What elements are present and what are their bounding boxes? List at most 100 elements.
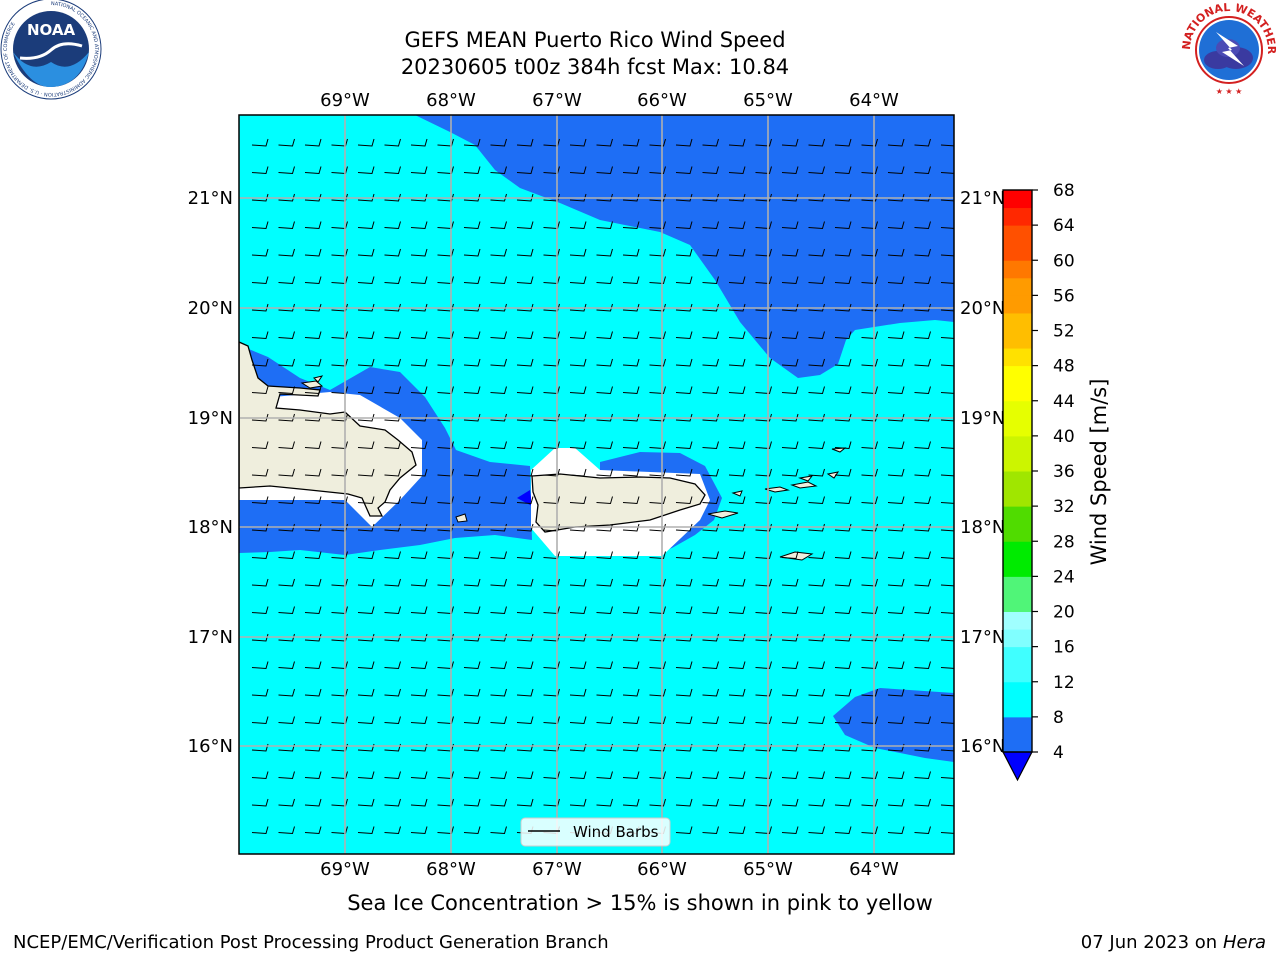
wind-barb: [649, 221, 666, 230]
wind-barb: [861, 193, 878, 202]
wind-barb: [304, 303, 322, 312]
wind-barb: [596, 166, 613, 175]
wind-barb: [914, 716, 931, 725]
wind-barb: [755, 468, 772, 477]
wind-barb: [914, 358, 931, 367]
colorbar-level: [1003, 242, 1032, 261]
wind-barb: [569, 193, 587, 202]
wind-barb: [251, 798, 269, 807]
wind-barb: [569, 276, 587, 285]
wind-barb: [834, 303, 852, 312]
wind-barb: [728, 661, 746, 670]
wind-barb: [914, 248, 931, 257]
wind-barb: [278, 413, 295, 422]
lat-label-left: 18°N: [188, 517, 233, 538]
wind-barb: [384, 496, 401, 505]
wind-barb: [278, 578, 295, 587]
wind-barb: [887, 716, 905, 725]
wind-barb: [251, 386, 269, 395]
wind-barb: [940, 777, 954, 779]
wind-barb: [516, 798, 534, 807]
wind-barb: [808, 248, 825, 257]
wind-barb: [251, 331, 269, 340]
wind-barb: [675, 441, 693, 450]
wind-barb: [357, 386, 375, 395]
wind-barb: [940, 254, 954, 257]
wind-barb: [357, 276, 375, 285]
wind-barb: [463, 578, 481, 587]
colorbar-level: [1003, 629, 1032, 648]
wind-barb: [622, 496, 640, 505]
wind-barb: [834, 688, 852, 697]
wind-barb: [490, 496, 507, 505]
wind-barb: [834, 606, 852, 615]
wind-barb: [914, 496, 931, 505]
wind-barb: [596, 716, 613, 725]
wind-barb: [861, 221, 878, 230]
wind-barb: [410, 386, 428, 395]
colorbar-level: [1003, 664, 1032, 683]
wind-barb: [622, 166, 640, 175]
wind-barb: [516, 248, 534, 257]
wind-barb: [569, 221, 587, 230]
wind-barb: [861, 358, 878, 367]
wind-barb: [357, 166, 375, 175]
wind-barb: [940, 447, 954, 449]
map-legend: Wind Barbs: [520, 817, 671, 847]
wind-barb: [702, 468, 719, 477]
lon-label-bottom: 64°W: [849, 859, 899, 880]
wind-barb: [808, 716, 825, 725]
wind-barb: [861, 606, 878, 615]
wind-barb: [596, 413, 613, 422]
wind-barb: [278, 386, 295, 395]
sea-ice-note: Sea Ice Concentration > 15% is shown in …: [347, 891, 933, 915]
wind-barb: [357, 661, 375, 670]
wind-barb: [675, 551, 693, 560]
colorbar-level: [1003, 646, 1032, 665]
colorbar-level: [1003, 558, 1032, 577]
wind-barb: [781, 221, 799, 230]
wind-barb: [410, 468, 428, 477]
wind-barb: [834, 386, 852, 395]
wind-barb: [569, 138, 587, 147]
lat-label-right: 17°N: [960, 627, 1005, 648]
wind-barb: [278, 661, 295, 670]
wind-barb: [940, 227, 954, 229]
wind-barb: [357, 716, 375, 725]
colorbar-level: [1003, 681, 1032, 700]
colorbar-tick-label: 28: [1053, 532, 1075, 552]
wind-barb: [940, 502, 954, 504]
wind-barb: [861, 468, 878, 477]
wind-barb: [490, 798, 507, 807]
colorbar-level: [1003, 541, 1032, 560]
wind-barb: [490, 166, 507, 175]
map-frame: [238, 114, 955, 855]
wind-barb: [490, 441, 507, 450]
wind-barb: [516, 578, 534, 587]
wind-barb: [755, 661, 772, 670]
wind-barb: [490, 468, 507, 477]
map-title: GEFS MEAN Puerto Rico Wind Speed: [404, 28, 786, 52]
wind-barb: [516, 496, 534, 505]
wind-barb: [622, 248, 640, 257]
wind-barb: [861, 496, 878, 505]
wind-barb: [887, 441, 905, 450]
wind-barb: [940, 172, 954, 174]
wind-barb: [490, 826, 507, 835]
wind-barb: [278, 221, 295, 230]
wind-barb: [649, 331, 666, 340]
svg-text:★ ★ ★: ★ ★ ★: [1216, 87, 1243, 96]
wind-barb: [384, 578, 401, 587]
wind-barb: [755, 248, 772, 257]
wind-barb: [410, 771, 428, 780]
wind-barb: [622, 331, 640, 340]
wind-barb: [304, 331, 322, 340]
land-vieques: [707, 510, 739, 519]
wind-barb: [702, 358, 719, 367]
wind-barb: [384, 358, 401, 367]
wind-barb: [463, 441, 481, 450]
wind-barb: [755, 221, 772, 230]
wind-barb: [251, 661, 269, 670]
wind-barb: [781, 578, 799, 587]
wind-barb: [304, 771, 322, 780]
